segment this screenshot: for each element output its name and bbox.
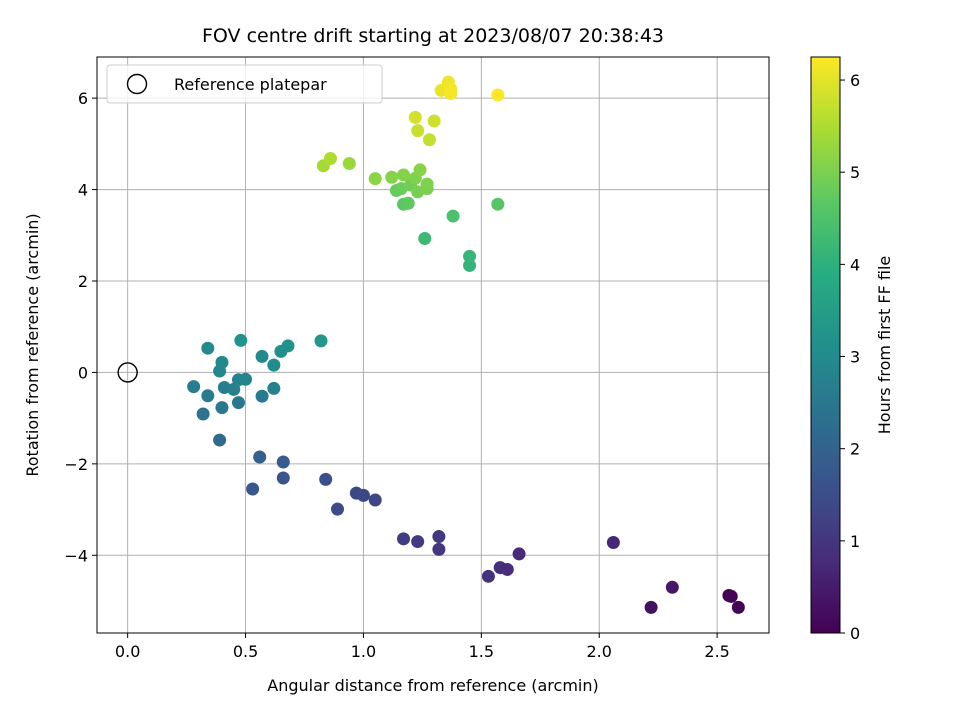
x-axis-ticks: 0.0 0.5 1.0 1.5 2.0 2.5 — [115, 633, 730, 661]
data-point — [215, 401, 229, 415]
data-point — [420, 177, 434, 191]
data-point — [255, 349, 269, 363]
data-point — [493, 561, 507, 575]
data-point — [512, 547, 526, 561]
x-axis-label: Angular distance from reference (arcmin) — [267, 676, 598, 695]
colorbar-tick-label: 1 — [850, 532, 860, 551]
data-point — [385, 170, 399, 184]
reference-marker — [117, 362, 138, 383]
y-axis-ticks: −4 −2 0 2 4 6 — [64, 89, 97, 565]
data-point — [411, 124, 425, 138]
data-point — [427, 114, 441, 128]
data-point — [606, 535, 620, 549]
colorbar-tick-label: 5 — [850, 163, 860, 182]
data-point — [239, 372, 253, 386]
data-point — [397, 532, 411, 546]
data-point — [422, 133, 436, 147]
data-point — [234, 333, 248, 347]
data-points — [187, 75, 745, 614]
y-axis-label: Rotation from reference (arcmin) — [23, 213, 42, 476]
data-point — [446, 209, 460, 223]
data-point — [201, 341, 215, 355]
data-point — [349, 486, 363, 500]
y-tick-label: 2 — [78, 272, 88, 291]
data-point — [276, 471, 290, 485]
data-point — [401, 196, 415, 210]
legend-label: Reference platepar — [174, 75, 327, 94]
data-point — [444, 87, 458, 101]
data-point — [281, 339, 295, 353]
data-point — [491, 88, 505, 102]
colorbar-ticks: 0 1 2 3 4 5 6 — [840, 71, 860, 643]
data-point — [213, 433, 227, 447]
data-point — [342, 157, 356, 171]
data-point — [246, 482, 260, 496]
data-point — [368, 172, 382, 186]
data-point — [267, 381, 281, 395]
x-tick-label: 1.5 — [469, 642, 494, 661]
data-point — [665, 580, 679, 594]
data-point — [187, 380, 201, 394]
colorbar-label: Hours from first FF file — [875, 256, 894, 435]
data-point — [323, 151, 337, 165]
data-point — [319, 472, 333, 486]
x-tick-label: 1.0 — [351, 642, 376, 661]
data-point — [196, 407, 210, 421]
colorbar: 0 1 2 3 4 5 6 Hours from first FF file — [810, 56, 894, 643]
y-tick-label: 6 — [78, 89, 88, 108]
data-point — [413, 163, 427, 177]
colorbar-tick-label: 4 — [850, 255, 860, 274]
data-point — [418, 231, 432, 245]
x-tick-label: 2.0 — [587, 642, 612, 661]
x-tick-label: 2.5 — [704, 642, 729, 661]
colorbar-tick-label: 2 — [850, 440, 860, 459]
data-point — [491, 197, 505, 211]
x-tick-label: 0.5 — [233, 642, 258, 661]
colorbar-tick-label: 0 — [850, 624, 860, 643]
data-point — [227, 382, 241, 396]
y-tick-label: 0 — [78, 363, 88, 382]
data-point — [408, 110, 422, 124]
colorbar-tick-label: 6 — [850, 71, 860, 90]
x-tick-label: 0.0 — [115, 642, 140, 661]
legend-box — [106, 64, 383, 104]
data-point — [368, 493, 382, 507]
data-point — [231, 396, 245, 410]
data-point — [411, 535, 425, 549]
y-tick-label: 4 — [78, 181, 88, 200]
chart-title: FOV centre drift starting at 2023/08/07 … — [202, 25, 664, 47]
plot-frame — [96, 56, 770, 634]
data-point — [397, 168, 411, 182]
colorbar-gradient — [810, 56, 841, 634]
data-point — [253, 450, 267, 464]
legend: Reference platepar — [106, 64, 383, 104]
data-point — [481, 569, 495, 583]
data-point — [276, 455, 290, 469]
data-point — [201, 389, 215, 403]
data-point — [644, 600, 658, 614]
data-point — [731, 600, 745, 614]
data-point — [215, 355, 229, 369]
reference-point-marker — [117, 362, 138, 383]
y-tick-label: −2 — [64, 455, 88, 474]
y-tick-label: −4 — [64, 546, 88, 565]
data-point — [432, 542, 446, 556]
colorbar-tick-label: 3 — [850, 348, 860, 367]
data-point — [463, 249, 477, 263]
data-point — [314, 334, 328, 348]
data-point — [267, 358, 281, 372]
data-point — [724, 589, 738, 603]
data-point — [255, 389, 269, 403]
data-point — [463, 258, 477, 272]
data-point — [432, 530, 446, 544]
legend-marker-icon — [126, 73, 148, 95]
data-point — [331, 502, 345, 516]
